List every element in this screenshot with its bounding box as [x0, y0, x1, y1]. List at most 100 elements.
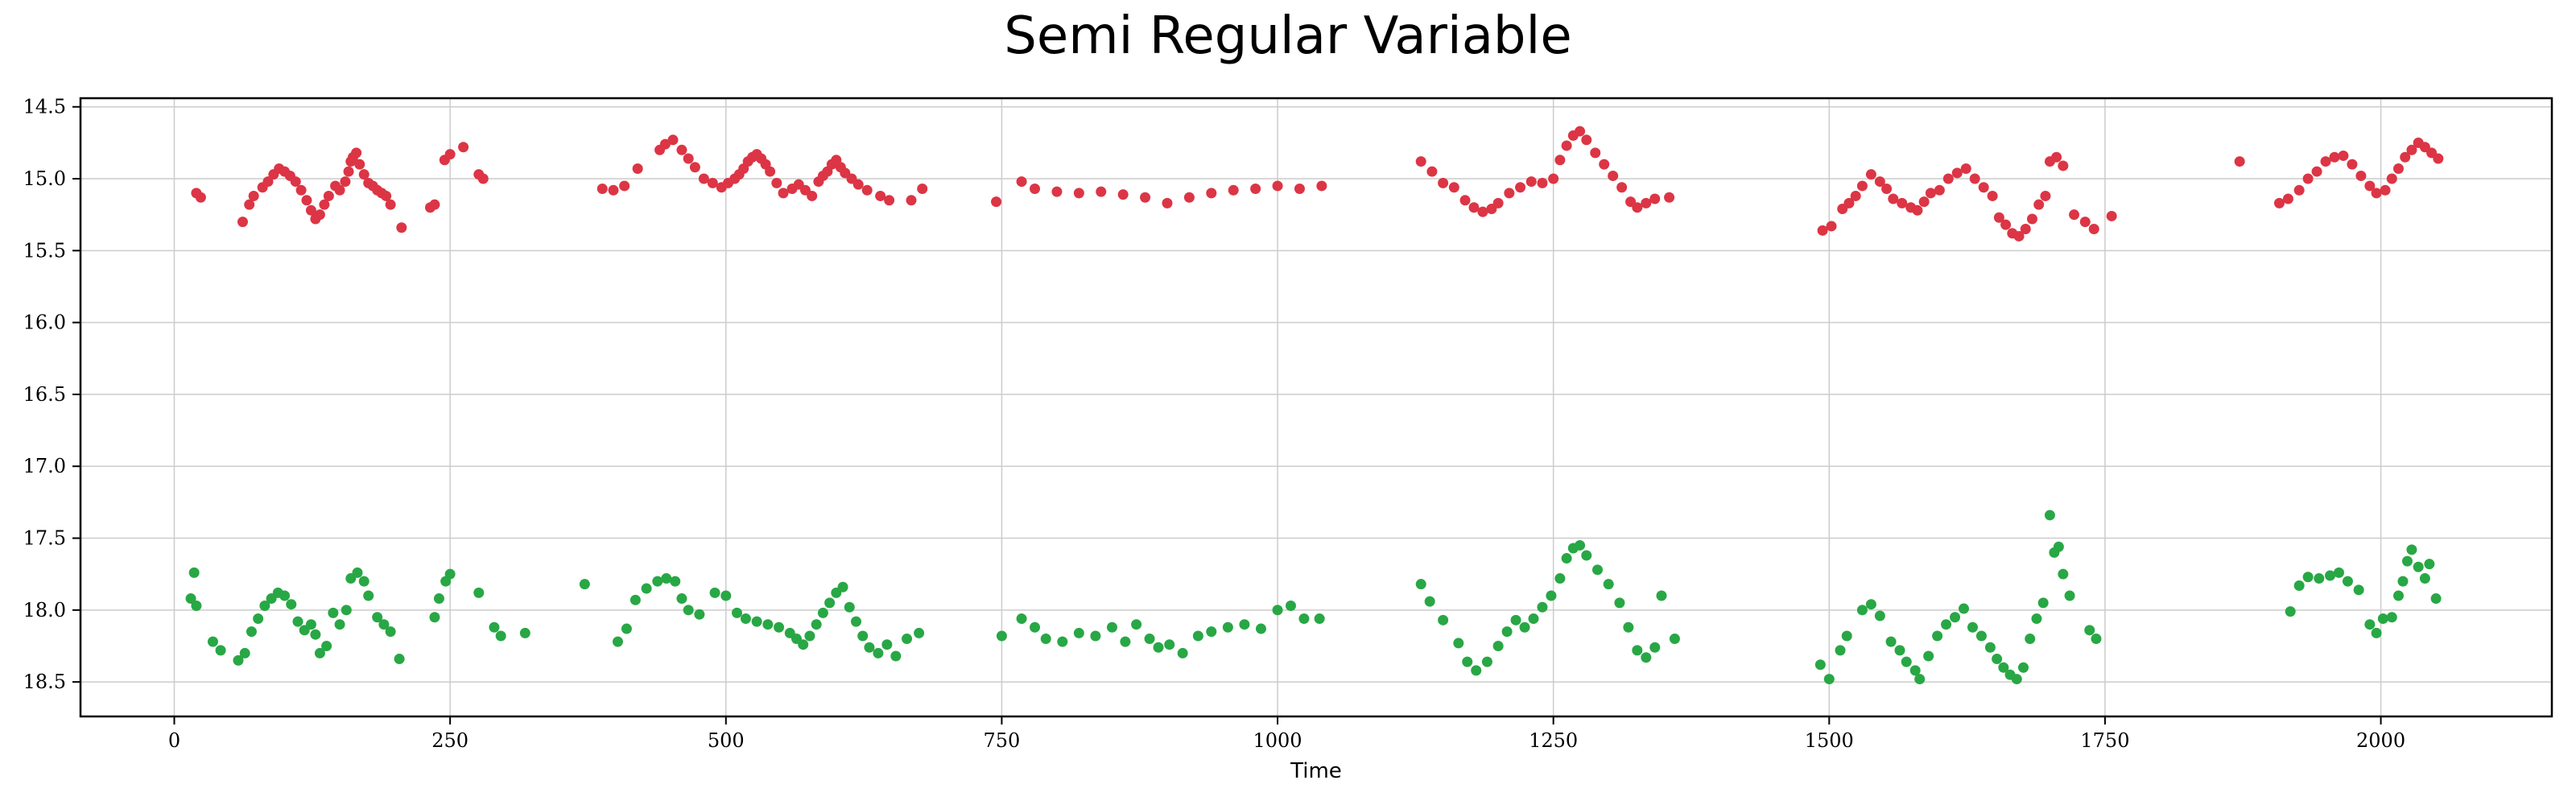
data-point-series-1: [385, 199, 396, 210]
data-point-series-2: [1424, 596, 1435, 607]
data-point-series-2: [188, 567, 200, 578]
data-point-series-2: [2084, 625, 2095, 636]
chart-title: Semi Regular Variable: [1004, 6, 1572, 66]
data-point-series-1: [1294, 184, 1305, 195]
data-point-series-1: [354, 159, 365, 170]
data-point-series-1: [2302, 173, 2314, 184]
data-point-series-2: [2430, 593, 2442, 605]
data-point-series-1: [2293, 184, 2305, 196]
x-tick-label: 1000: [1253, 729, 1302, 752]
data-point-series-2: [1932, 630, 1943, 642]
data-point-series-1: [659, 138, 671, 150]
x-tick-label: 500: [708, 729, 745, 752]
data-point-series-1: [1881, 184, 1893, 195]
data-point-series-1: [1096, 186, 1107, 197]
y-tick-label: 17.5: [23, 527, 66, 550]
data-point-series-1: [619, 180, 630, 192]
data-point-series-1: [2088, 224, 2099, 235]
data-point-series-1: [1826, 221, 1837, 232]
data-point-series-2: [1415, 579, 1426, 590]
data-point-series-2: [372, 612, 383, 623]
y-tick-label: 14.5: [23, 96, 66, 118]
data-point-series-1: [1316, 180, 1327, 192]
data-point-series-1: [290, 176, 301, 188]
data-point-series-2: [352, 567, 363, 578]
data-point-series-2: [1885, 636, 1897, 647]
data-point-series-1: [2282, 193, 2293, 204]
data-point-series-2: [1144, 634, 1155, 645]
data-point-series-2: [2406, 544, 2417, 555]
data-point-series-2: [817, 607, 828, 618]
data-point-series-2: [1901, 656, 1912, 667]
data-point-series-2: [709, 587, 720, 598]
y-tick-label: 17.0: [23, 455, 66, 477]
data-point-series-1: [608, 184, 619, 196]
data-point-series-2: [850, 616, 861, 627]
data-point-series-1: [1912, 204, 1923, 216]
data-point-series-1: [1554, 155, 1566, 166]
data-point-series-1: [1865, 169, 1876, 180]
data-point-series-2: [881, 639, 893, 650]
data-point-series-2: [1941, 619, 1952, 630]
data-point-series-2: [811, 619, 822, 630]
data-point-series-2: [774, 621, 785, 633]
data-point-series-2: [191, 600, 202, 611]
data-point-series-2: [914, 627, 925, 638]
data-point-series-1: [917, 184, 928, 195]
data-point-series-2: [1914, 674, 1926, 685]
data-point-series-2: [1239, 619, 1250, 630]
data-point-series-2: [310, 629, 321, 640]
data-point-series-2: [1649, 642, 1661, 653]
data-point-series-1: [301, 195, 312, 206]
data-point-series-2: [857, 630, 869, 642]
y-tick-label: 18.0: [23, 599, 66, 621]
x-tick-label: 1250: [1529, 729, 1578, 752]
data-point-series-1: [861, 184, 873, 196]
data-point-series-1: [2371, 188, 2382, 199]
data-point-series-2: [1314, 613, 1325, 625]
data-point-series-1: [1250, 184, 1261, 195]
data-point-series-2: [1623, 621, 1634, 633]
data-point-series-1: [2079, 217, 2091, 228]
data-point-series-1: [1608, 170, 1619, 181]
data-point-series-2: [246, 626, 257, 638]
data-point-series-1: [343, 166, 354, 177]
data-point-series-2: [804, 630, 815, 642]
data-point-series-2: [1561, 553, 1572, 564]
data-point-series-1: [632, 163, 643, 175]
data-point-series-1: [2400, 151, 2411, 163]
data-point-series-1: [2320, 156, 2331, 167]
data-point-series-1: [597, 184, 608, 195]
data-point-series-2: [253, 613, 264, 625]
data-point-series-1: [778, 188, 789, 199]
data-point-series-2: [1016, 613, 1027, 625]
data-point-series-2: [2058, 568, 2069, 580]
data-point-series-1: [1987, 190, 1998, 201]
data-point-series-2: [683, 605, 694, 616]
data-point-series-2: [751, 616, 762, 627]
x-tick-label: 750: [983, 729, 1020, 752]
data-point-series-1: [1537, 177, 1548, 188]
data-point-series-1: [1969, 173, 1980, 184]
data-point-series-2: [661, 573, 672, 584]
data-point-series-1: [2026, 213, 2037, 225]
data-point-series-2: [612, 636, 623, 647]
data-point-series-2: [1164, 639, 1175, 650]
data-point-series-1: [2380, 184, 2391, 196]
data-point-series-1: [262, 176, 274, 188]
data-point-series-1: [2338, 150, 2349, 161]
data-point-series-1: [1162, 197, 1173, 208]
data-point-series-1: [1073, 188, 1084, 199]
data-point-series-1: [2392, 163, 2404, 175]
data-point-series-1: [1548, 173, 1559, 184]
data-point-series-2: [2285, 606, 2296, 617]
data-point-series-1: [1525, 176, 1537, 188]
data-point-series-2: [902, 634, 913, 645]
data-point-series-2: [2413, 561, 2424, 572]
data-point-series-2: [1177, 647, 1188, 658]
data-point-series-2: [996, 630, 1007, 642]
data-point-series-2: [630, 594, 641, 605]
data-point-series-1: [1856, 180, 1868, 192]
data-point-series-2: [1272, 605, 1283, 616]
data-point-series-1: [1016, 176, 1027, 188]
